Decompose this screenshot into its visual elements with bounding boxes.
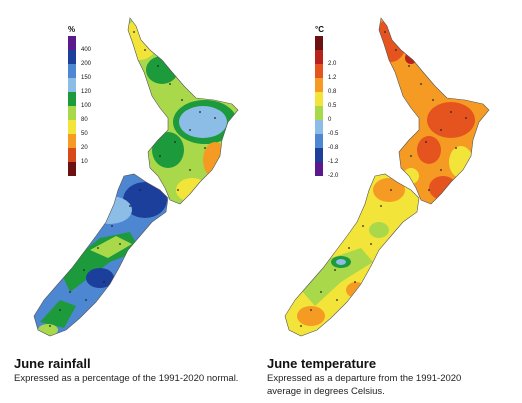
temperature-legend-item: 0 (315, 106, 355, 123)
temperature-legend-swatch (315, 64, 323, 78)
temperature-legend-swatch (315, 50, 323, 64)
temperature-legend-unit: °C (315, 25, 324, 34)
temperature-legend-item: -0.8 (315, 134, 355, 151)
temperature-legend-item: -2.0 (315, 162, 355, 179)
rainfall-legend-swatch (68, 78, 76, 92)
rainfall-legend-item: 200 (68, 50, 108, 67)
rainfall-legend-item (68, 162, 108, 176)
rainfall-legend-label: 50 (81, 131, 88, 137)
rainfall-legend-swatch (68, 92, 76, 106)
rainfall-legend-label: 400 (81, 47, 92, 53)
temperature-legend-item: 1.2 (315, 64, 355, 81)
temperature-legend-swatch (315, 106, 323, 120)
temperature-title: June temperature (267, 356, 377, 371)
rainfall-legend-item: 100 (68, 92, 108, 109)
temperature-legend-item: 0.8 (315, 78, 355, 95)
rainfall-map (33, 17, 239, 337)
temperature-legend-swatch (315, 134, 323, 148)
rainfall-legend-swatch (68, 162, 76, 176)
temperature-legend-item (315, 36, 355, 50)
temperature-legend-item: 2.0 (315, 50, 355, 67)
rainfall-legend-item: 150 (68, 64, 108, 81)
temperature-panel: °C 2.0 1.2 0.8 0.5 0 -0.5 -0.8 -1.2 -2.0 June te… (261, 0, 522, 403)
temperature-legend-swatch (315, 78, 323, 92)
rainfall-title: June rainfall (14, 356, 91, 371)
rainfall-legend-swatch (68, 148, 76, 162)
rainfall-legend-swatch (68, 64, 76, 78)
rainfall-legend-swatch (68, 134, 76, 148)
rainfall-legend-unit: % (68, 25, 76, 34)
rainfall-legend-swatch (68, 120, 76, 134)
rainfall-legend-label: 10 (81, 159, 88, 165)
rain-stations (49, 31, 216, 327)
temperature-subtitle: Expressed as a departure from the 1991-2… (267, 373, 462, 397)
rainfall-legend-item: 20 (68, 134, 108, 151)
temperature-legend-swatch (315, 92, 323, 106)
temp-stations (300, 31, 467, 327)
temperature-legend-swatch (315, 120, 323, 134)
rainfall-legend-swatch (68, 36, 76, 50)
rainfall-legend-label: 20 (81, 145, 88, 151)
rainfall-legend-item: 120 (68, 78, 108, 95)
rainfall-legend-label: 120 (81, 89, 92, 95)
rainfall-legend: % 400 200 150 120 100 80 50 20 10 (68, 25, 108, 186)
rainfall-legend-label: 100 (81, 103, 92, 109)
temperature-legend-label: -0.5 (328, 131, 339, 137)
temperature-legend-label: 0.5 (328, 103, 337, 109)
temperature-legend-swatch (315, 36, 323, 50)
rainfall-legend-item: 50 (68, 120, 108, 137)
temp-south-island (285, 174, 419, 336)
temperature-legend-label: 0.8 (328, 89, 337, 95)
temperature-legend-label: -0.8 (328, 145, 339, 151)
rain-south-island (34, 174, 168, 336)
rainfall-legend-swatch (68, 106, 76, 120)
temperature-legend-label: 2.0 (328, 61, 337, 67)
temperature-legend-swatch (315, 162, 323, 176)
rainfall-legend-label: 80 (81, 117, 88, 123)
temperature-legend-label: -2.0 (328, 173, 339, 179)
temperature-legend-item: -0.5 (315, 120, 355, 137)
temperature-map (284, 17, 490, 337)
temperature-legend-item: -1.2 (315, 148, 355, 165)
rainfall-subtitle: Expressed as a percentage of the 1991-20… (14, 373, 239, 384)
temperature-legend-label: -1.2 (328, 159, 339, 165)
rainfall-legend-swatch (68, 50, 76, 64)
temperature-legend-label: 1.2 (328, 75, 337, 81)
temperature-legend-item: 0.5 (315, 92, 355, 109)
rainfall-legend-label: 200 (81, 61, 92, 67)
temperature-legend-swatch (315, 148, 323, 162)
rainfall-legend-item: 400 (68, 36, 108, 53)
rainfall-legend-item: 80 (68, 106, 108, 123)
rainfall-legend-label: 150 (81, 75, 92, 81)
temperature-legend: °C 2.0 1.2 0.8 0.5 0 -0.5 -0.8 -1.2 -2.0 (315, 25, 355, 186)
rainfall-panel: % 400 200 150 120 100 80 50 20 10 June rainfall … (14, 17, 239, 384)
rainfall-legend-item: 10 (68, 148, 108, 165)
temperature-legend-label: 0 (328, 117, 332, 123)
